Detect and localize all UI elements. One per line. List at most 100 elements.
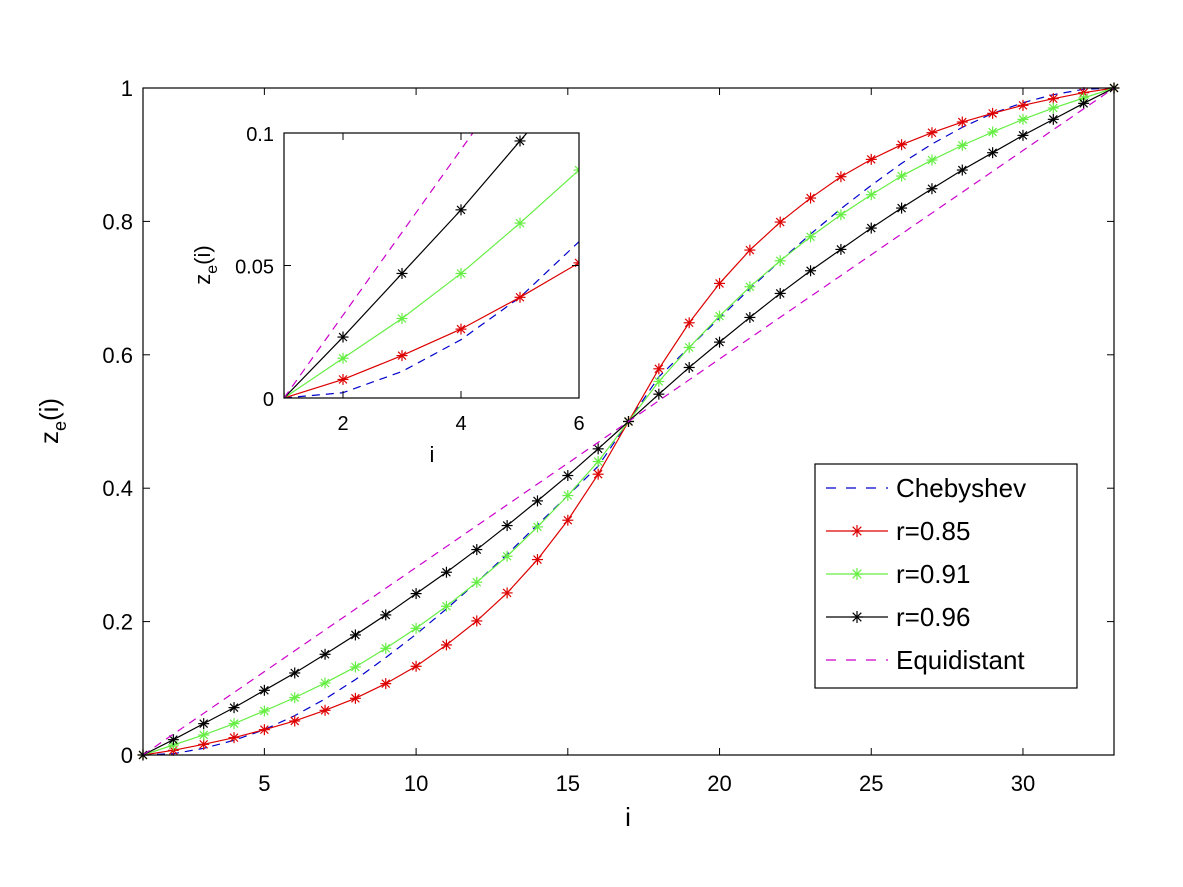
main-point-r-0-96-2	[167, 734, 179, 746]
main-point-r-0-85-8	[349, 692, 361, 704]
main-point-r-0-91-5	[258, 705, 270, 717]
main-point-r-0-85-20	[714, 277, 726, 289]
main-y-axis-label: ze(i)	[34, 398, 70, 444]
main-point-r-0-96-23	[805, 265, 817, 277]
main-point-r-0-85-27	[926, 127, 938, 139]
inset-point-r-0-96-1	[284, 392, 290, 398]
main-point-r-0-96-28	[956, 164, 968, 176]
main-point-r-0-96-27	[926, 183, 938, 195]
main-plot-area	[137, 82, 1120, 761]
inset-y-tick-label: 0.1	[246, 124, 274, 146]
main-point-r-0-85-29	[987, 107, 999, 119]
main-point-r-0-96-13	[501, 520, 513, 532]
main-point-r-0-85-26	[896, 139, 908, 151]
inset-point-r-0-85-4	[455, 323, 467, 335]
main-point-r-0-96-29	[987, 147, 999, 159]
legend-marker-r-0-96	[851, 611, 863, 623]
main-point-r-0-96-31	[1047, 113, 1059, 125]
legend-entry-equidistant: Equidistant	[826, 645, 1025, 675]
inset-y-axis-label-subscript: e	[204, 265, 221, 274]
main-point-r-0-85-10	[410, 660, 422, 672]
inset-y-axis-label-tail: (i)	[190, 245, 215, 265]
main-point-r-0-85-15	[562, 514, 574, 526]
legend-entry-chebyshev: Chebyshev	[826, 473, 1026, 503]
inset-point-r-0-91-5	[514, 217, 526, 229]
inset-x-tick-label: 4	[455, 413, 466, 435]
inset-series-r-0-91	[284, 164, 579, 398]
inset-x-tick-label: 2	[337, 413, 348, 435]
inset-point-r-0-91-3	[396, 313, 408, 324]
main-point-r-0-96-4	[228, 702, 240, 714]
inset-point-r-0-91-2	[337, 352, 349, 364]
main-point-r-0-85-3	[198, 738, 210, 750]
main-point-r-0-91-31	[1047, 102, 1059, 114]
main-point-r-0-96-24	[835, 243, 847, 255]
inset-point-r-0-96-4	[455, 204, 467, 216]
legend-label-r-0-85: r=0.85	[896, 516, 970, 546]
main-x-tick-label: 20	[707, 771, 731, 796]
main-point-r-0-96-15	[562, 470, 574, 482]
main-point-r-0-91-8	[349, 661, 361, 673]
inset-point-r-0-85-3	[396, 350, 408, 362]
main-point-r-0-91-19	[683, 341, 695, 353]
main-point-r-0-85-12	[471, 615, 483, 627]
inset-point-r-0-91-4	[455, 267, 467, 279]
main-point-r-0-91-23	[805, 231, 817, 243]
main-x-tick-label: 5	[258, 771, 270, 796]
main-point-r-0-85-25	[865, 153, 877, 165]
main-point-r-0-96-7	[319, 648, 331, 660]
main-point-r-0-96-9	[380, 609, 392, 621]
legend-label-equidistant: Equidistant	[896, 645, 1025, 675]
inset-x-axis-label: i	[430, 442, 435, 467]
main-point-r-0-91-29	[987, 126, 999, 138]
inset-y-axis-label: ze(i)	[190, 245, 221, 284]
main-point-r-0-96-30	[1017, 129, 1029, 141]
main-point-r-0-85-7	[319, 704, 331, 716]
main-y-tick-label: 0.6	[102, 343, 133, 368]
main-point-r-0-85-13	[501, 587, 513, 599]
main-axes-frame	[142, 87, 1115, 756]
inset-series-equidistant	[284, 133, 474, 398]
main-y-tick-label: 0.4	[102, 476, 133, 501]
main-point-r-0-91-15	[562, 490, 574, 502]
main-point-r-0-91-10	[410, 622, 422, 634]
main-point-r-0-96-32	[1078, 97, 1090, 109]
inset-series-line-equidistant	[284, 133, 474, 398]
main-point-r-0-96-12	[471, 544, 483, 556]
inset-series-r-0-96	[284, 133, 528, 398]
main-series-line-equidistant	[142, 87, 1115, 756]
inset-y-axis-label-base: z	[190, 274, 215, 285]
main-point-r-0-96-26	[896, 202, 908, 214]
inset-point-r-0-96-5	[514, 135, 526, 147]
main-point-r-0-91-11	[440, 600, 452, 612]
main-point-r-0-96-22	[774, 287, 786, 299]
main-point-r-0-96-3	[198, 718, 210, 730]
inset-point-r-0-96-3	[396, 267, 408, 279]
main-point-r-0-91-13	[501, 550, 513, 562]
main-point-r-0-91-16	[592, 456, 604, 468]
legend-entry-r-0-96: r=0.96	[826, 602, 970, 632]
main-point-r-0-96-6	[289, 667, 301, 679]
main-y-axis-label-tail: (i)	[34, 398, 64, 421]
main-series-equidistant	[142, 87, 1115, 756]
main-point-r-0-85-28	[956, 116, 968, 128]
main-point-r-0-91-20	[714, 310, 726, 322]
main-point-r-0-91-6	[289, 692, 301, 704]
main-point-r-0-96-19	[683, 361, 695, 373]
main-point-r-0-91-27	[926, 154, 938, 166]
main-x-tick-label: 15	[556, 771, 580, 796]
inset-series-r-0-85	[284, 257, 579, 398]
main-point-r-0-85-6	[289, 715, 301, 727]
main-point-r-0-85-21	[744, 244, 756, 256]
legend-entry-r-0-91: r=0.91	[826, 559, 970, 589]
main-x-tick-label: 25	[859, 771, 883, 796]
main-point-r-0-85-22	[774, 216, 786, 228]
legend-marker-r-0-91	[851, 568, 863, 580]
main-y-axis-label-subscript: e	[50, 421, 70, 431]
main-point-r-0-96-11	[440, 566, 452, 578]
main-y-tick-label: 0.2	[102, 610, 133, 635]
main-point-r-0-85-14	[531, 554, 543, 566]
main-point-r-0-85-23	[805, 192, 817, 204]
main-point-r-0-96-8	[349, 629, 361, 641]
